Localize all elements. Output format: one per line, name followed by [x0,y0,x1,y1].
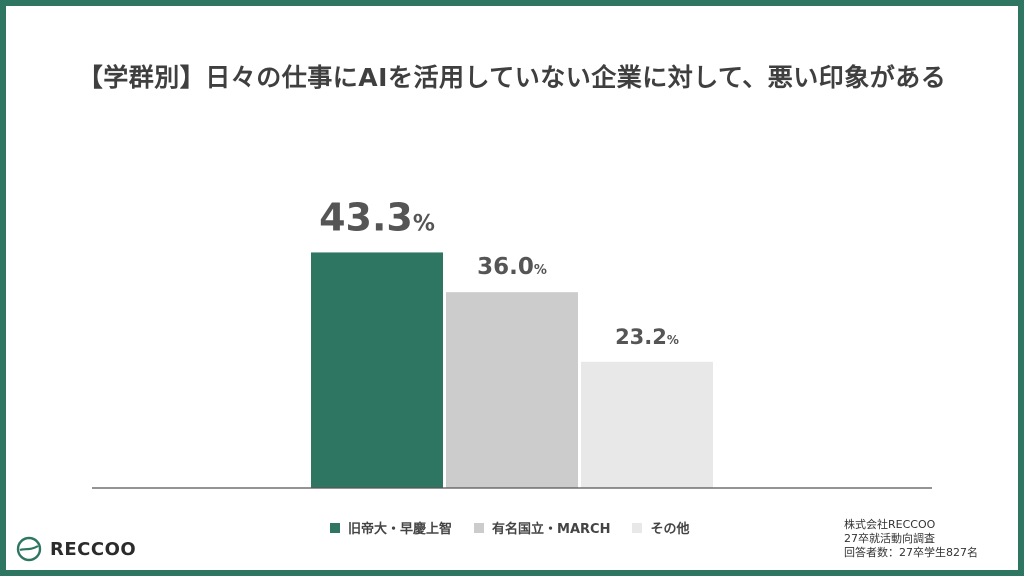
legend-label-1: 有名国立・MARCH [492,522,611,537]
bars-group [311,252,713,488]
value-label-2: 23.2% [615,325,679,349]
value-label-number-1: 36.0 [477,254,534,280]
value-label-unit-0: % [413,211,435,236]
legend-swatch-0 [330,522,340,533]
legend-item-2: その他 [632,518,689,537]
slide-frame: 【学群別】日々の仕事にAIを活用していない企業に対して、悪い印象がある 43.3… [6,6,1018,570]
legend-label-2: その他 [650,522,690,537]
legend: 旧帝大・早慶上智 有名国立・MARCH その他 [330,518,689,537]
chart-title: 【学群別】日々の仕事にAIを活用していない企業に対して、悪い印象がある [77,63,947,92]
bar-1 [446,292,578,488]
legend-item-1: 有名国立・MARCH [474,518,610,537]
source-survey: 27卒就活動向調査 [844,532,935,545]
legend-item-0: 旧帝大・早慶上智 [330,518,452,537]
source-respondents: 回答者数：27卒学生827名 [844,546,978,559]
legend-swatch-1 [474,522,485,533]
value-label-number-0: 43.3 [319,195,413,239]
value-label-1: 36.0% [477,254,547,280]
bar-chart: 43.3%36.0%23.2% [92,195,932,489]
source-company: 株式会社RECCOO [844,518,936,531]
value-label-0: 43.3% [319,195,435,239]
value-label-unit-2: % [667,333,679,347]
value-label-number-2: 23.2 [615,325,667,349]
reccoo-logo-icon [16,536,42,562]
legend-swatch-2 [632,522,643,533]
value-labels-group: 43.3%36.0%23.2% [319,195,679,348]
logo-text: RECCOO [50,538,137,560]
source-note: 株式会社RECCOO 27卒就活動向調査 回答者数：27卒学生827名 [844,518,978,560]
company-logo: RECCOO [16,536,136,562]
legend-label-0: 旧帝大・早慶上智 [348,522,453,537]
bar-0 [311,252,443,488]
bar-2 [581,361,713,488]
value-label-unit-1: % [534,263,547,278]
